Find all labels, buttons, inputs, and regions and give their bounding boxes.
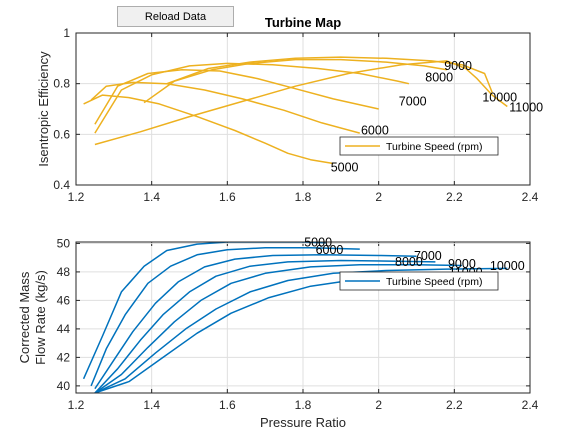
x-tick-label: 1.8 — [295, 190, 312, 204]
y-tick-label: 1 — [63, 26, 70, 40]
y-tick-label: 50 — [57, 236, 71, 250]
x-tick-label: 1.4 — [143, 398, 160, 412]
series-line-6000 — [90, 246, 360, 387]
x-tick-label: 2 — [375, 398, 382, 412]
series-line-5000 — [82, 242, 326, 380]
legend-label: Turbine Speed (rpm) — [386, 141, 482, 153]
reload-data-button[interactable]: Reload Data — [117, 6, 234, 27]
x-tick-label: 2.2 — [446, 398, 463, 412]
series-line-9000 — [143, 58, 447, 104]
x-tick-label: 2.4 — [522, 190, 539, 204]
x-tick-label: 1.2 — [68, 190, 85, 204]
y-tick-label: 46 — [57, 293, 71, 307]
y-tick-label: 40 — [57, 379, 71, 393]
series-line-7000 — [94, 254, 417, 390]
x-axis-label: Pressure Ratio — [260, 415, 346, 430]
legend-box — [339, 271, 499, 291]
chart-title: Turbine Map — [265, 15, 341, 30]
legend-label: Turbine Speed (rpm) — [386, 276, 482, 288]
series-line-11000 — [94, 60, 508, 146]
y-axis-label-line: Flow Rate (kg/s) — [33, 270, 48, 365]
y-tick-label: 0.8 — [53, 77, 70, 91]
curve-label: 11000 — [509, 101, 543, 115]
curve-label: 8000 — [425, 70, 453, 84]
x-tick-label: 1.6 — [219, 398, 236, 412]
x-tick-label: 1.8 — [295, 398, 312, 412]
curve-label: 9000 — [444, 59, 472, 73]
y-tick-label: 48 — [57, 265, 71, 279]
series-line-6000 — [90, 81, 360, 134]
x-tick-label: 1.6 — [219, 190, 236, 204]
curve-label: 7000 — [414, 249, 442, 263]
curve-label: 5000 — [331, 160, 359, 174]
x-tick-label: 2.2 — [446, 190, 463, 204]
x-tick-label: 1.4 — [143, 190, 160, 204]
curve-label: 6000 — [361, 124, 389, 138]
legend: Turbine Speed (rpm) — [339, 136, 499, 156]
x-tick-label: 1.2 — [68, 398, 85, 412]
y-tick-label: 42 — [57, 350, 71, 364]
x-tick-label: 2 — [375, 190, 382, 204]
series-line-5000 — [83, 94, 334, 165]
curve-label: 6000 — [316, 243, 344, 257]
curve-label: 5000 — [304, 236, 332, 250]
x-tick-label: 2.4 — [522, 398, 539, 412]
series-group — [82, 242, 508, 393]
axes-box — [75, 241, 531, 394]
y-tick-label: 44 — [57, 322, 71, 336]
y-axis-label-line: Corrected Mass — [17, 271, 32, 363]
series-line-9000 — [94, 264, 462, 393]
chart-1: 1.2 1.4 1.6 1.8 2 2.2 2.4 0.4 0.6 0.8 1 5000 6000 700… — [36, 15, 543, 204]
curve-label: 7000 — [399, 94, 427, 108]
curve-label: 10000 — [482, 91, 517, 105]
legend: Turbine Speed (rpm) — [339, 271, 499, 291]
series-line-8000 — [94, 259, 436, 393]
y-tick-label: 0.6 — [53, 127, 70, 141]
y-tick-label: 0.4 — [53, 178, 70, 192]
y-axis-label: Isentropic Efficiency — [36, 51, 51, 167]
series-line-7000 — [94, 68, 379, 125]
series-group — [83, 56, 508, 165]
legend-box — [339, 136, 499, 156]
curve-label: 8000 — [395, 255, 423, 269]
axes-box — [75, 32, 531, 186]
series-line-10000 — [166, 56, 493, 93]
curve-label: 9000 — [448, 257, 476, 271]
curve-label: 10000 — [490, 259, 525, 273]
series-line-10000 — [94, 267, 508, 393]
